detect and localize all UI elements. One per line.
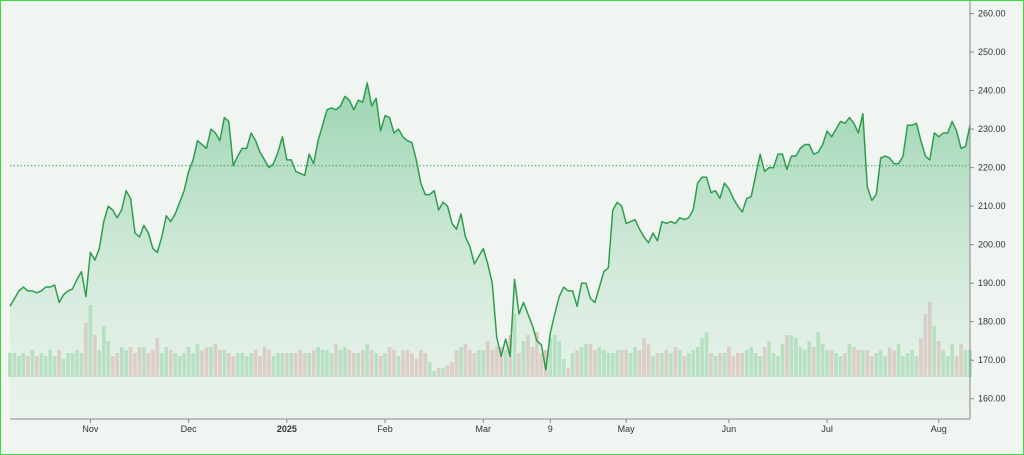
price-line bbox=[9, 82, 971, 371]
y-tick-label: 170.00 bbox=[978, 355, 1006, 365]
x-tick-label: Jun bbox=[722, 424, 737, 434]
y-tick-label: 250.00 bbox=[978, 47, 1006, 57]
y-tick-label: 230.00 bbox=[978, 124, 1006, 134]
x-tick-label: 9 bbox=[548, 424, 553, 434]
y-tick-label: 260.00 bbox=[978, 9, 1006, 19]
x-tick-label: Mar bbox=[476, 424, 492, 434]
price-area bbox=[10, 82, 970, 418]
x-tick-label: Aug bbox=[931, 424, 947, 434]
x-tick-label: May bbox=[618, 424, 636, 434]
y-tick-label: 190.00 bbox=[978, 278, 1006, 288]
x-tick-label: 2025 bbox=[277, 424, 297, 434]
y-tick-label: 210.00 bbox=[978, 201, 1006, 211]
y-tick-label: 200.00 bbox=[978, 240, 1006, 250]
y-tick-label: 240.00 bbox=[978, 86, 1006, 96]
x-tick-label: Dec bbox=[181, 424, 198, 434]
y-tick-label: 220.00 bbox=[978, 163, 1006, 173]
y-tick-label: 180.00 bbox=[978, 317, 1006, 327]
y-tick-label: 160.00 bbox=[978, 394, 1006, 404]
volume-bar bbox=[543, 350, 548, 377]
x-tick-label: Feb bbox=[377, 424, 393, 434]
x-tick-label: Jul bbox=[821, 424, 833, 434]
x-tick-label: Nov bbox=[82, 424, 99, 434]
